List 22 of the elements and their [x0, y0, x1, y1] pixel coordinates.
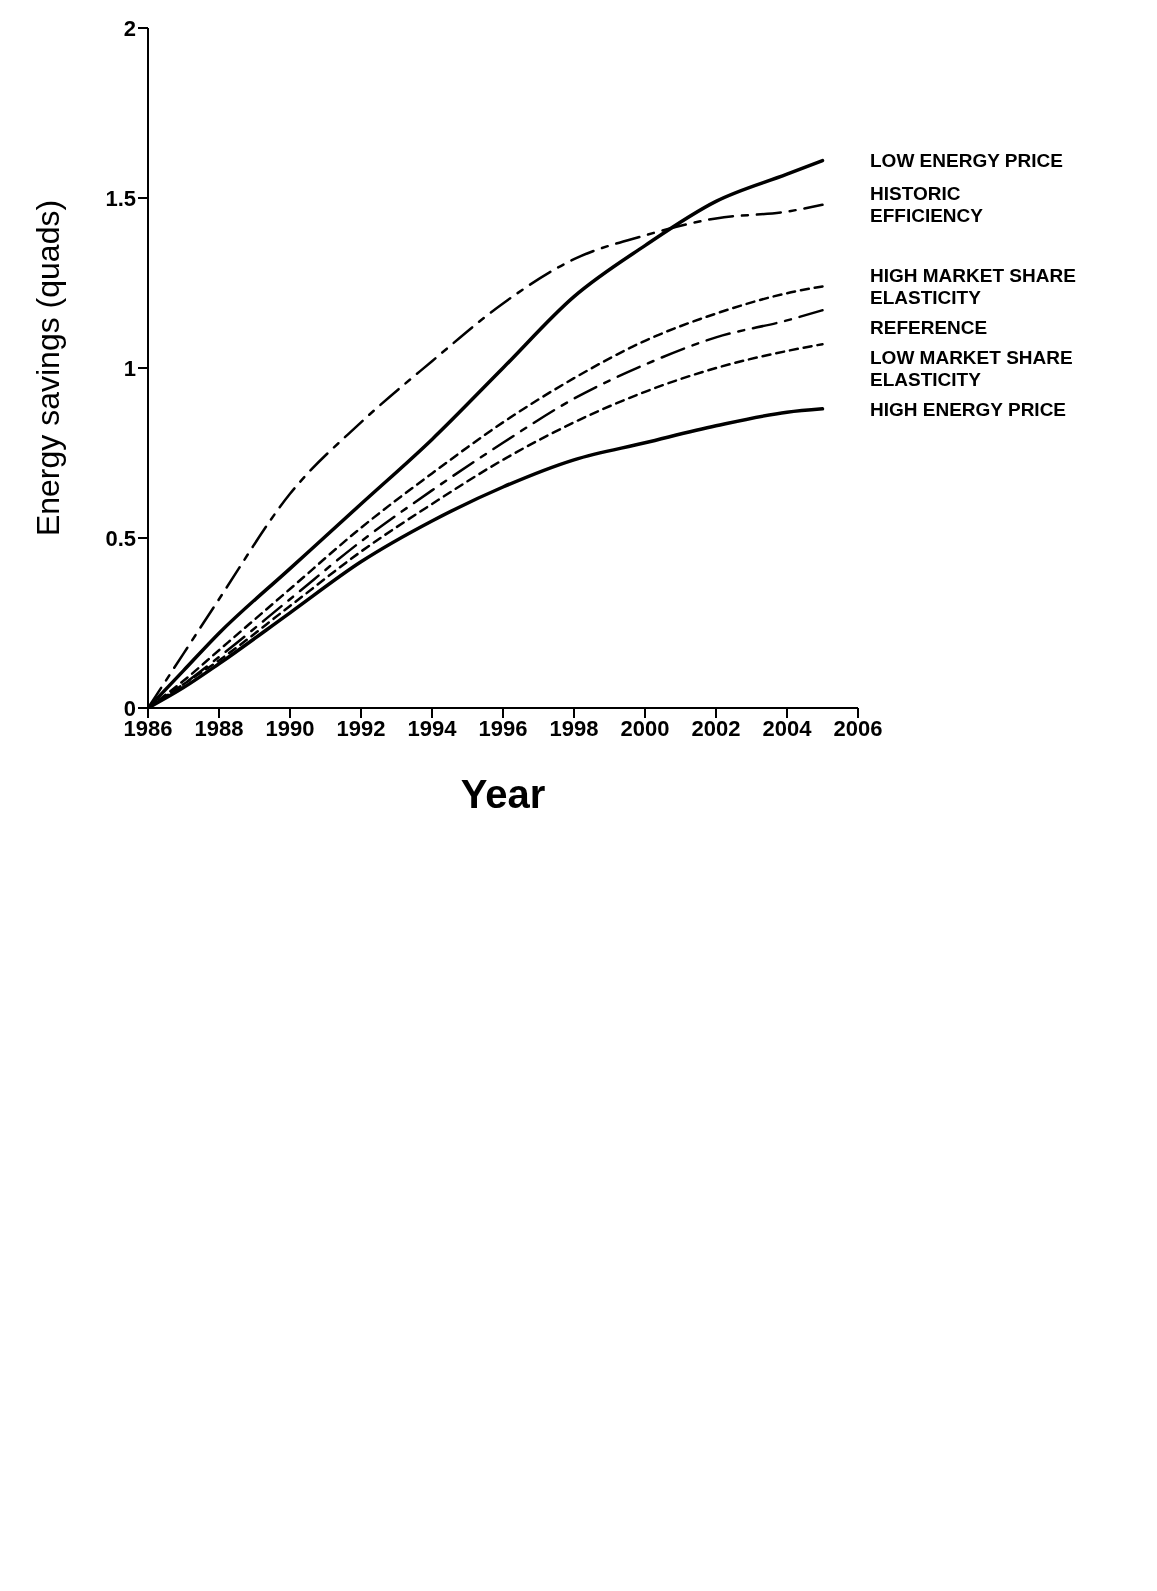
text: LOW ENERGY PRICE: [870, 150, 1063, 172]
x-tick-label: 1994: [407, 715, 458, 741]
x-tick-label: 2006: [833, 715, 883, 741]
x-tick-label: 1988: [194, 715, 244, 741]
text: HIGH ENERGY PRICE: [870, 399, 1067, 420]
x-tick-label: 2002: [691, 715, 741, 741]
y-tick-label: 1: [123, 355, 136, 381]
x-tick-label: 2000: [620, 715, 670, 741]
text: HIGH MARKET SHARE ELASTICITY: [870, 265, 1076, 308]
text: HISTORIC EFFICIENCY: [870, 183, 984, 227]
text: LOW MARKET SHARE ELASTICITY: [870, 347, 1073, 390]
y-tick-label: 1.5: [105, 185, 136, 211]
x-tick-label: 1998: [549, 715, 599, 741]
x-axis-title: Year: [460, 772, 546, 816]
x-tick-label: 1992: [336, 715, 386, 741]
x-tick-label: 2004: [762, 715, 813, 741]
y-tick-label: 0.5: [105, 525, 136, 551]
x-tick-label: 1996: [478, 715, 528, 741]
y-tick-label: 2: [123, 15, 136, 41]
y-axis-title: Energy savings (quads): [30, 199, 67, 537]
x-tick-label: 1990: [265, 715, 315, 741]
text: REFERENCE: [870, 317, 988, 338]
